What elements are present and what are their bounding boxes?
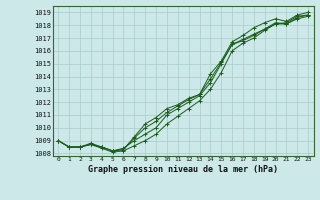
- X-axis label: Graphe pression niveau de la mer (hPa): Graphe pression niveau de la mer (hPa): [88, 165, 278, 174]
